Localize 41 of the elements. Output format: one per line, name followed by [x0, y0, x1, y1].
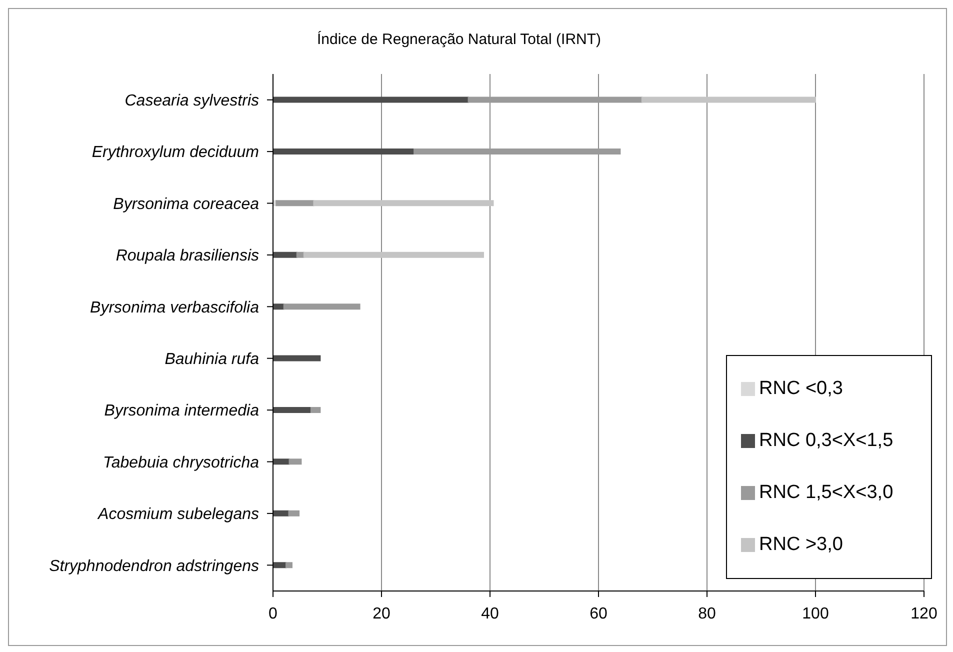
legend-label: RNC <0,3	[759, 378, 843, 400]
bar	[303, 252, 484, 258]
bar	[288, 458, 302, 465]
legend-label: RNC 0,3<X<1,5	[759, 430, 894, 452]
bar	[273, 458, 290, 465]
bar	[273, 406, 312, 413]
y-tick-label: Bauhinia rufa	[164, 351, 260, 368]
x-tick-label: 80	[698, 605, 716, 622]
x-tick-label: 20	[372, 605, 390, 622]
x-tick-label: 120	[910, 605, 938, 622]
bar	[641, 96, 816, 103]
bar	[468, 96, 642, 103]
chart-title: Índice de Regneração Natural Total (IRNT)	[316, 31, 602, 48]
y-tick-label: Casearia sylvestris	[124, 92, 259, 110]
legend-label: RNC >3,0	[759, 534, 843, 556]
bar	[273, 252, 298, 258]
x-tick-label: 0	[268, 605, 278, 622]
y-tick-label: Acosmium subelegans	[97, 506, 259, 524]
y-tick-label: Byrsonima intermedia	[104, 402, 260, 420]
bar	[283, 304, 360, 310]
bar	[273, 510, 290, 516]
bar	[273, 148, 415, 154]
bar	[313, 200, 494, 206]
legend-label: RNC 1,5<X<3,0	[759, 482, 894, 504]
y-tick-label: Byrsonima coreacea	[113, 196, 260, 213]
y-tick-label: Byrsonima verbascifolia	[90, 299, 260, 316]
bar	[273, 355, 321, 362]
bar	[273, 96, 469, 103]
y-tick-label: Tabebuia chrysotricha	[103, 454, 260, 472]
bar	[273, 562, 287, 568]
x-tick-label: 40	[481, 605, 499, 622]
bar	[276, 200, 314, 206]
y-tick-label: Roupala brasiliensis	[116, 248, 259, 265]
bar	[310, 406, 321, 413]
x-tick-label: 100	[802, 605, 829, 622]
bar	[288, 510, 300, 516]
y-tick-label: Stryphnodendron adstringens	[49, 558, 259, 575]
x-tick-label: 60	[590, 605, 608, 622]
bar	[414, 148, 621, 154]
y-tick-label: Erythroxylum deciduum	[92, 144, 259, 162]
bar	[286, 562, 292, 568]
